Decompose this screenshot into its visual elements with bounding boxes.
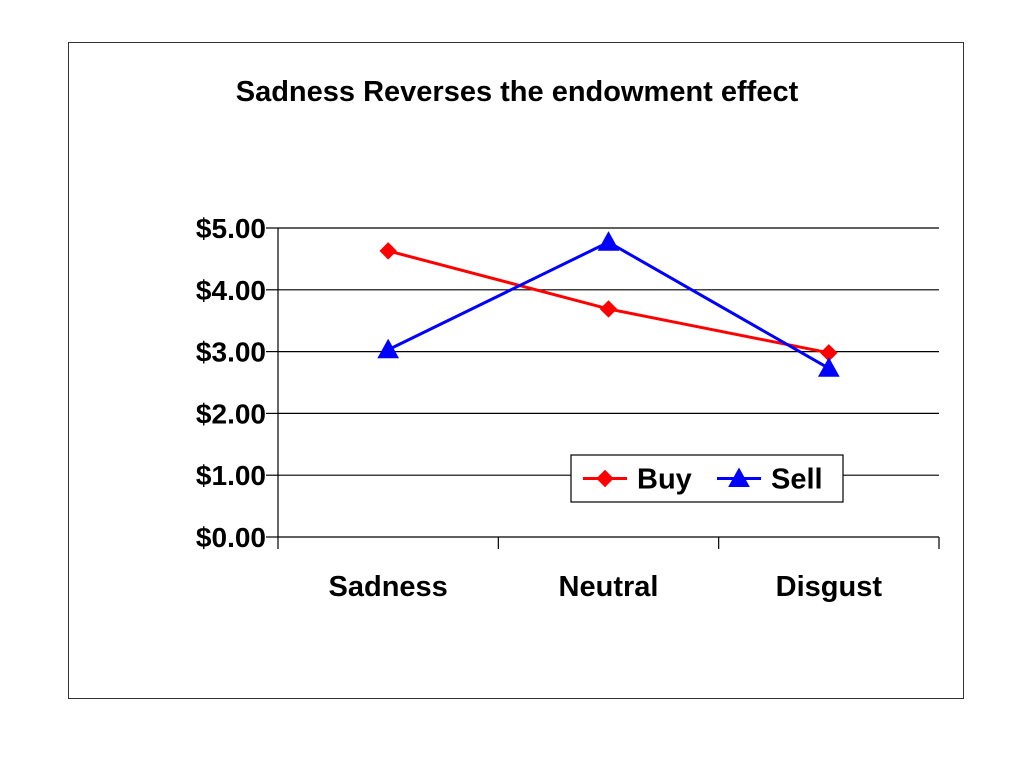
data-point-buy — [379, 242, 397, 260]
y-axis-tick-labels: $0.00 $1.00 $2.00 $3.00 $4.00 $5.00 — [196, 213, 266, 553]
series-lines — [377, 231, 840, 377]
chart-frame — [68, 42, 964, 699]
legend-label-buy: Buy — [637, 464, 692, 496]
data-point-sell — [817, 357, 840, 377]
data-point-sell — [377, 338, 400, 359]
legend-marker-buy — [596, 469, 614, 488]
y-tick-label: $1.00 — [196, 460, 266, 491]
gridlines — [278, 227, 939, 476]
x-tick-label: Neutral — [559, 571, 659, 603]
legend: Buy Sell — [570, 454, 844, 503]
y-tick-label: $4.00 — [196, 275, 266, 306]
legend-marker-sell — [728, 467, 750, 487]
y-tick-label: $0.00 — [196, 522, 266, 553]
x-axis-tick-labels: Sadness Neutral Disgust — [329, 571, 883, 603]
x-tick-label: Disgust — [776, 571, 883, 603]
legend-label-sell: Sell — [771, 464, 823, 496]
x-tick-label: Sadness — [329, 571, 448, 603]
axes — [266, 227, 940, 549]
y-tick-label: $5.00 — [196, 213, 266, 244]
y-tick-label: $2.00 — [196, 398, 266, 429]
chart-title: Sadness Reverses the endowment effect — [236, 76, 799, 108]
data-point-sell — [597, 231, 620, 251]
data-point-buy — [599, 300, 618, 318]
y-tick-label: $3.00 — [196, 337, 266, 368]
